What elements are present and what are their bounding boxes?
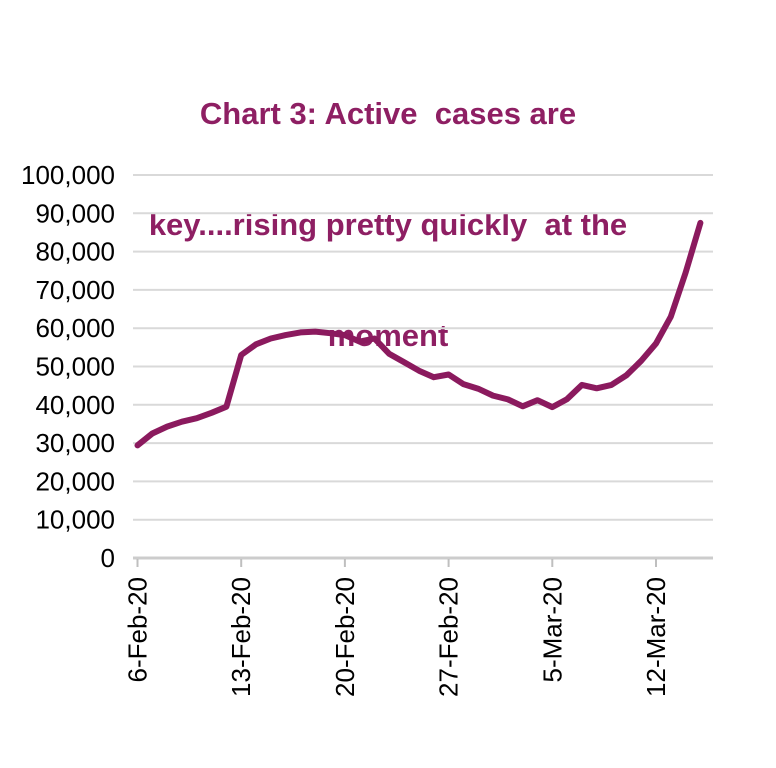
y-axis-label: 30,000: [35, 428, 115, 458]
y-axis-label: 50,000: [35, 352, 115, 382]
y-axis-label: 20,000: [35, 466, 115, 496]
y-axis-label: 80,000: [35, 237, 115, 267]
x-axis-label: 13-Feb-20: [226, 577, 256, 697]
y-axis-label: 60,000: [35, 313, 115, 343]
y-axis-label: 70,000: [35, 275, 115, 305]
series-line-active-cases: [134, 219, 704, 449]
y-axis-label: 0: [101, 543, 115, 573]
y-axis-label: 90,000: [35, 198, 115, 228]
y-axis-label: 10,000: [35, 505, 115, 535]
y-axis-label: 100,000: [21, 160, 115, 190]
y-axis-label: 40,000: [35, 390, 115, 420]
x-axis-label: 27-Feb-20: [434, 577, 464, 697]
x-axis-label: 12-Mar-20: [641, 577, 671, 697]
x-axis-label: 20-Feb-20: [330, 577, 360, 697]
x-axis-label: 6-Feb-20: [123, 577, 153, 683]
chart-title-line-1: Chart 3: Active cases are: [199, 96, 577, 131]
x-axis-label: 5-Mar-20: [537, 577, 567, 682]
